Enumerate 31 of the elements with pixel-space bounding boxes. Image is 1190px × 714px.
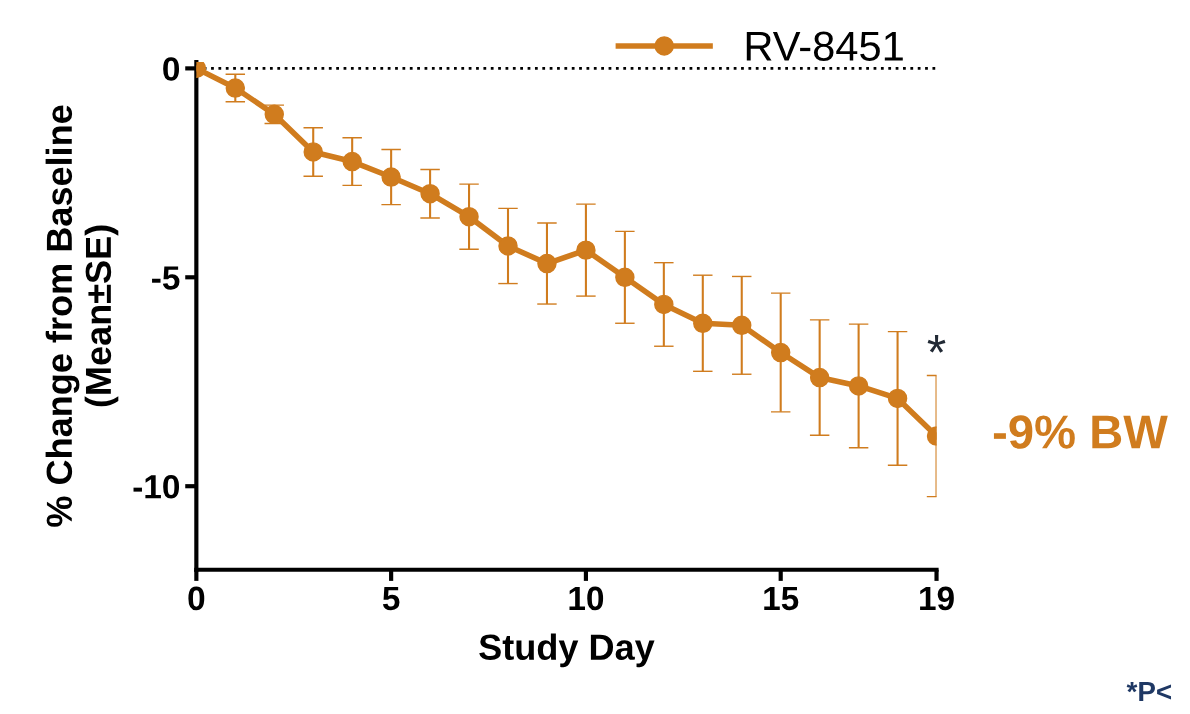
point (342, 151, 362, 172)
y-axis-title: % Change from Baseline (Mean±SE) (45, 105, 119, 527)
point (576, 240, 596, 260)
annotation: * (927, 335, 946, 353)
x-tick-label: 5 (382, 586, 400, 611)
text: *P< (1126, 681, 1172, 702)
y-tick-label: -10 (133, 475, 180, 499)
x-tick-label: 15 (764, 586, 799, 611)
point (732, 315, 752, 336)
point (654, 294, 674, 315)
point (770, 342, 791, 363)
point (225, 78, 246, 98)
y-tick-label: -5 (152, 266, 180, 290)
point (848, 376, 869, 396)
x-tick-label: 0 (188, 586, 205, 611)
point (420, 184, 440, 204)
x-tick-label: 10 (569, 586, 604, 611)
annotation: -9% BW (993, 415, 1168, 449)
point (693, 313, 713, 333)
y-tick-label: 0 (163, 57, 180, 81)
point (498, 236, 518, 256)
point (887, 388, 908, 409)
point (809, 367, 830, 388)
x-axis-title: Study Day (479, 633, 655, 668)
point (381, 167, 401, 187)
legend-label: RV-8451 (746, 31, 903, 61)
x-tick-label: 19 (920, 586, 954, 611)
point (303, 142, 323, 162)
point (615, 267, 635, 288)
point (459, 206, 479, 227)
point (537, 253, 557, 274)
